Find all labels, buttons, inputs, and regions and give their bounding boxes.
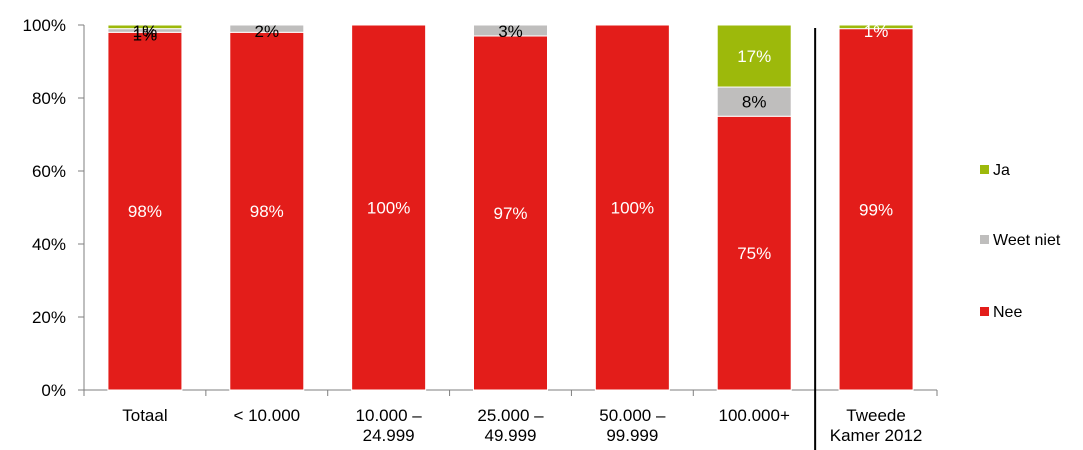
bar-segment-nee (351, 24, 427, 391)
data-label-weet-niet: 1% (133, 26, 158, 45)
bar-segment-nee (473, 35, 548, 391)
data-label-weet-niet: 8% (742, 93, 767, 112)
chart-axes: 0% 20% 40% 60% 80% 100% Totaal < 10.000 10.000 –… (23, 16, 938, 450)
bar-segment-weet-niet (473, 24, 548, 37)
chart-data-labels: 98%1%1%98%2%100% 97%3%100%75%8%17%99%1% (128, 22, 893, 263)
legend-label-nee: Nee (993, 304, 1022, 321)
x-category-label: Tweede Kamer 2012 (830, 406, 923, 445)
y-tick-label: 60% (32, 162, 66, 181)
data-label-nee: 100% (611, 199, 654, 218)
bar-segment-nee (594, 24, 670, 391)
y-tick-label: 80% (32, 89, 66, 108)
bar-segment-ja (838, 24, 914, 30)
bar-segment-ja (107, 24, 183, 30)
legend-swatch-weet-niet (980, 235, 989, 244)
data-label-weet-niet: 2% (254, 22, 279, 41)
data-label-ja: 1% (864, 22, 889, 41)
x-category-label: 100.000+ (719, 406, 790, 425)
x-category-label: 10.000 –24.999 (356, 406, 423, 445)
bar-segment-weet-niet (229, 24, 305, 33)
chart-bars (107, 24, 914, 391)
bar-segment-weet-niet (716, 86, 792, 117)
x-category-label: < 10.000 (233, 406, 300, 425)
y-tick-label: 20% (32, 308, 66, 327)
legend-label-ja: Ja (993, 162, 1010, 179)
bar-segment-ja (716, 24, 792, 88)
legend-swatch-ja (980, 165, 989, 174)
bar-segment-nee (107, 31, 183, 391)
data-label-nee: 75% (737, 244, 771, 263)
data-label-ja: 17% (737, 47, 771, 66)
data-label-nee: 100% (367, 199, 410, 218)
bar-segment-nee (716, 115, 792, 391)
x-category-label: 25.000 –49.999 (477, 406, 544, 445)
x-category-label: 50.000 –99.999 (599, 406, 666, 445)
data-label-ja: 1% (133, 22, 158, 41)
chart-legend: Ja Weet niet Nee (980, 162, 1061, 321)
legend-swatch-nee (980, 307, 989, 316)
data-label-nee: 98% (250, 202, 284, 221)
y-tick-label: 0% (41, 381, 66, 400)
bar-segment-nee (229, 31, 305, 391)
bar-segment-nee (838, 28, 914, 391)
data-label-nee: 97% (493, 204, 527, 223)
data-label-nee: 99% (859, 200, 893, 219)
y-tick-label: 100% (23, 16, 66, 35)
y-tick-label: 40% (32, 235, 66, 254)
data-label-weet-niet: 3% (498, 22, 523, 41)
data-label-nee: 98% (128, 202, 162, 221)
legend-label-weet-niet: Weet niet (993, 232, 1061, 249)
x-category-label: Totaal (122, 406, 167, 425)
